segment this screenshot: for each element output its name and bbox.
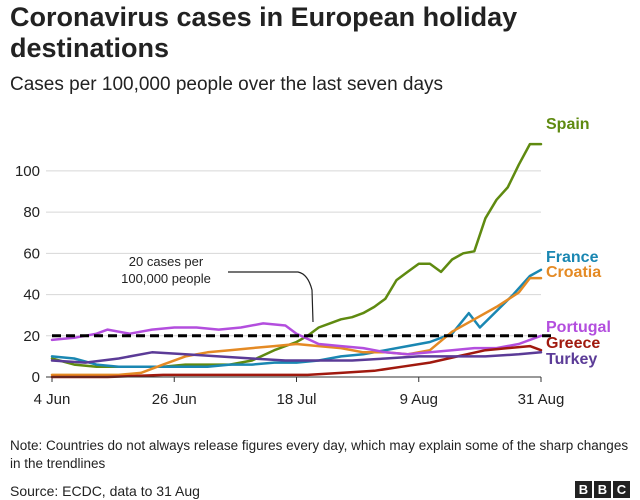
annotation-label: 100,000 people	[121, 271, 211, 286]
y-tick-label: 20	[23, 328, 40, 345]
annotation-leader	[228, 271, 314, 323]
series-label-france: France	[546, 249, 599, 266]
series-label-spain: Spain	[546, 116, 590, 133]
chart-note: Note: Countries do not always release fi…	[10, 438, 629, 471]
y-tick-label: 60	[23, 245, 40, 262]
x-tick-label: 31 Aug	[518, 391, 565, 408]
x-tick-label: 26 Jun	[152, 391, 197, 408]
chart-title: Coronavirus cases in European holiday de…	[10, 2, 518, 63]
line-chart: 0 20 40 60 80 100 4 Jun 26 Jun 18 Jul 9 Aug 31 Aug…	[15, 116, 611, 408]
x-tick-label: 18 Jul	[276, 391, 316, 408]
series-label-portugal: Portugal	[546, 319, 611, 336]
series-line-greece	[50, 344, 543, 379]
series-line-turkey	[50, 351, 543, 364]
y-tick-label: 40	[23, 287, 40, 304]
source-text: Source: ECDC, data to 31 Aug	[10, 483, 200, 499]
annotation-label: 20 cases per	[129, 254, 204, 269]
bbc-logo: B B C	[575, 481, 630, 498]
chart-subtitle: Cases per 100,000 people over the last s…	[10, 74, 444, 95]
series-label-greece: Greece	[546, 335, 600, 352]
y-tick-label: 100	[15, 163, 40, 180]
x-tick-label: 9 Aug	[400, 391, 438, 408]
bbc-logo-letter: B	[594, 481, 611, 498]
bbc-logo-letter: B	[575, 481, 592, 498]
y-tick-label: 0	[32, 369, 40, 386]
series-line-portugal	[50, 322, 543, 356]
x-tick-label: 4 Jun	[34, 391, 71, 408]
series-line-croatia	[50, 276, 543, 377]
y-tick-label: 80	[23, 204, 40, 221]
series-label-croatia: Croatia	[546, 264, 601, 281]
bbc-logo-letter: C	[613, 481, 630, 498]
series-label-turkey: Turkey	[546, 351, 597, 368]
